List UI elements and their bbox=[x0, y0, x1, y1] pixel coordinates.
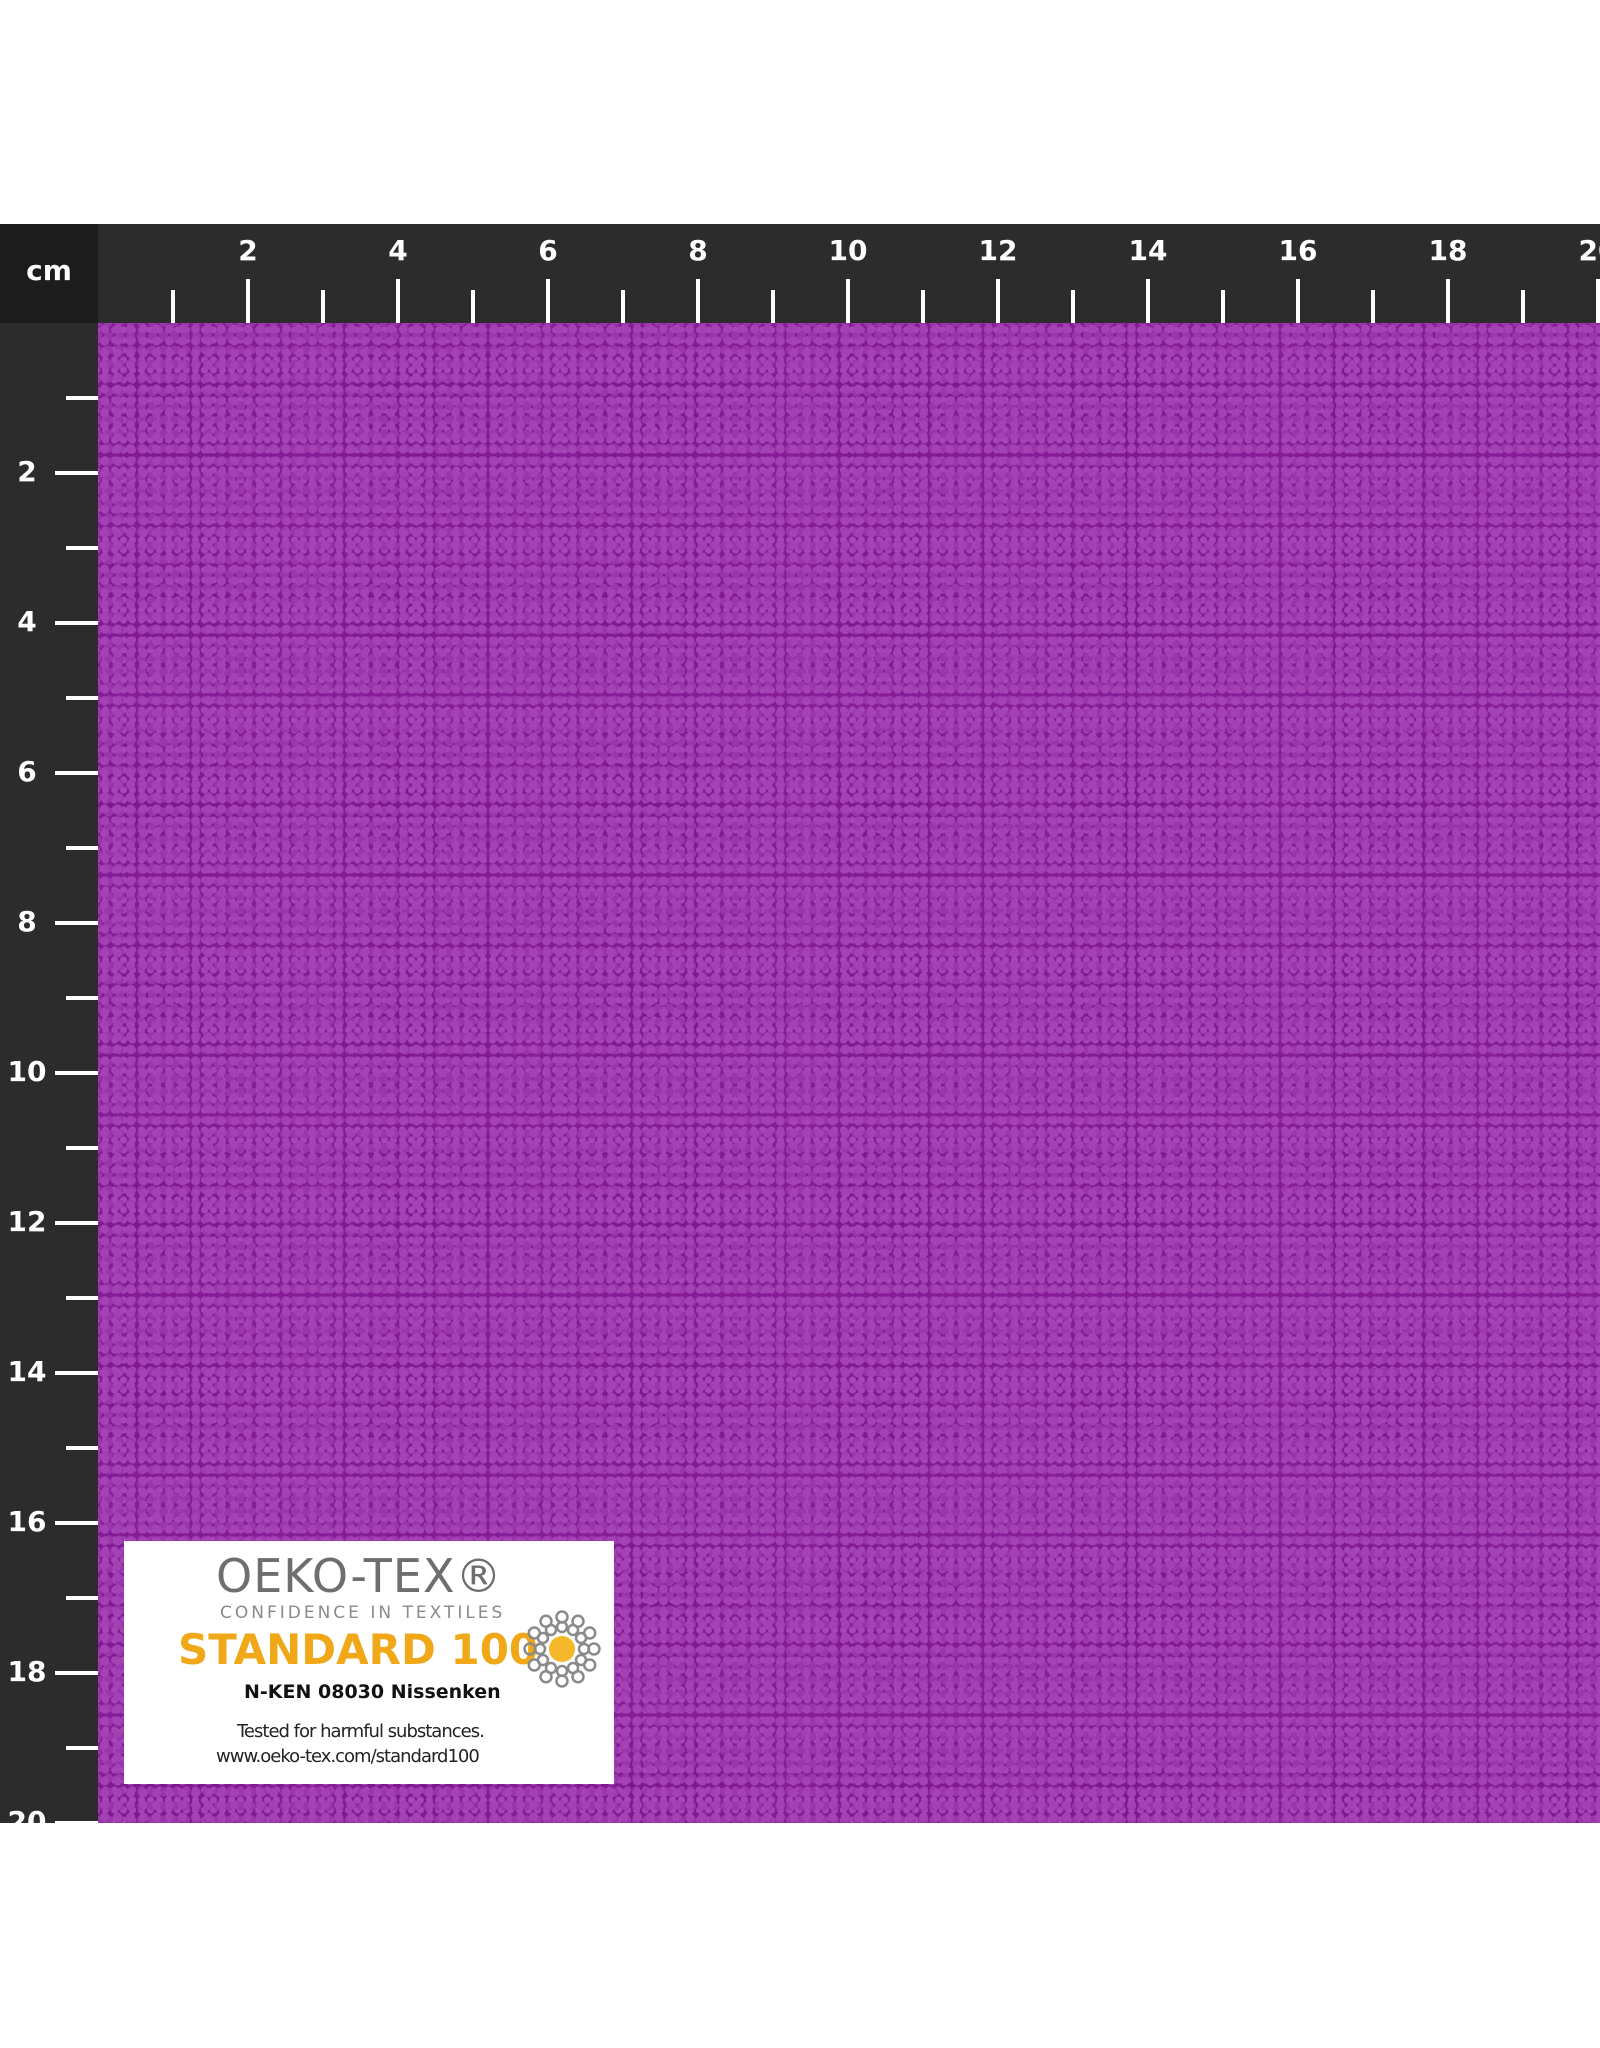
top-tick bbox=[321, 290, 325, 323]
left-tick bbox=[55, 471, 98, 475]
top-tick bbox=[1146, 279, 1150, 323]
left-ruler-label: 4 bbox=[17, 605, 37, 638]
top-ruler-label: 2 bbox=[238, 234, 258, 267]
top-tick bbox=[696, 279, 700, 323]
top-tick bbox=[846, 279, 850, 323]
left-ruler-label: 6 bbox=[17, 755, 37, 788]
left-tick bbox=[66, 1446, 98, 1450]
ruler-corner: cm bbox=[0, 224, 98, 323]
top-ruler-label: 20 bbox=[1578, 234, 1600, 267]
left-ruler: 2 4 6 8 10 12 14 16 18 20 bbox=[0, 323, 98, 1823]
standard-title: STANDARD 100 bbox=[178, 1625, 539, 1674]
top-tick bbox=[546, 279, 550, 323]
top-tick bbox=[246, 279, 250, 323]
left-tick bbox=[55, 1371, 98, 1375]
left-ruler-label: 16 bbox=[7, 1505, 47, 1538]
left-tick bbox=[66, 1296, 98, 1300]
oeko-tex-label: OEKO-TEX® CONFIDENCE IN TEXTILES STANDAR… bbox=[124, 1541, 614, 1784]
top-tick bbox=[1221, 290, 1225, 323]
left-tick bbox=[55, 621, 98, 625]
left-tick bbox=[55, 921, 98, 925]
cert-number: N-KEN 08030 Nissenken bbox=[244, 1681, 501, 1703]
left-ruler-label: 18 bbox=[7, 1655, 47, 1688]
top-ruler-label: 6 bbox=[538, 234, 558, 267]
top-tick bbox=[1371, 290, 1375, 323]
top-tick bbox=[621, 290, 625, 323]
top-ruler-label: 10 bbox=[828, 234, 868, 267]
oeko-tex-emblem-icon bbox=[523, 1610, 601, 1688]
left-tick bbox=[55, 1821, 98, 1823]
top-ruler-label: 16 bbox=[1278, 234, 1318, 267]
left-tick bbox=[55, 1521, 98, 1525]
top-tick bbox=[921, 290, 925, 323]
top-tick bbox=[396, 279, 400, 323]
top-tick bbox=[1071, 290, 1075, 323]
left-ruler-label: 2 bbox=[17, 455, 37, 488]
top-tick bbox=[1446, 279, 1450, 323]
top-ruler: 2 4 6 8 10 12 14 16 18 20 bbox=[98, 224, 1600, 323]
top-tick bbox=[996, 279, 1000, 323]
left-ruler-label: 12 bbox=[7, 1205, 47, 1238]
left-ruler-label: 20 bbox=[7, 1805, 47, 1823]
unit-label: cm bbox=[26, 254, 72, 287]
website-url: www.oeko-tex.com/standard100 bbox=[216, 1746, 480, 1767]
left-tick bbox=[66, 696, 98, 700]
top-tick bbox=[1296, 279, 1300, 323]
top-tick bbox=[771, 290, 775, 323]
top-tick bbox=[1521, 290, 1525, 323]
top-ruler-label: 8 bbox=[688, 234, 708, 267]
left-tick bbox=[66, 1596, 98, 1600]
left-tick bbox=[55, 1221, 98, 1225]
left-ruler-label: 8 bbox=[17, 905, 37, 938]
left-tick bbox=[55, 771, 98, 775]
top-ruler-label: 14 bbox=[1128, 234, 1168, 267]
left-tick bbox=[66, 396, 98, 400]
brand-name: OEKO-TEX® bbox=[216, 1549, 503, 1603]
left-ruler-label: 10 bbox=[7, 1055, 47, 1088]
left-ruler-label: 14 bbox=[7, 1355, 47, 1388]
left-tick bbox=[55, 1671, 98, 1675]
top-tick bbox=[1596, 279, 1600, 323]
left-tick bbox=[66, 546, 98, 550]
left-tick bbox=[55, 1071, 98, 1075]
top-ruler-label: 12 bbox=[978, 234, 1018, 267]
tagline: CONFIDENCE IN TEXTILES bbox=[220, 1603, 506, 1623]
left-tick bbox=[66, 846, 98, 850]
top-ruler-label: 18 bbox=[1428, 234, 1468, 267]
left-tick bbox=[66, 1146, 98, 1150]
tested-note: Tested for harmful substances. bbox=[237, 1721, 485, 1742]
top-tick bbox=[471, 290, 475, 323]
top-tick bbox=[171, 290, 175, 323]
left-tick bbox=[66, 1746, 98, 1750]
top-ruler-label: 4 bbox=[388, 234, 408, 267]
left-tick bbox=[66, 996, 98, 1000]
